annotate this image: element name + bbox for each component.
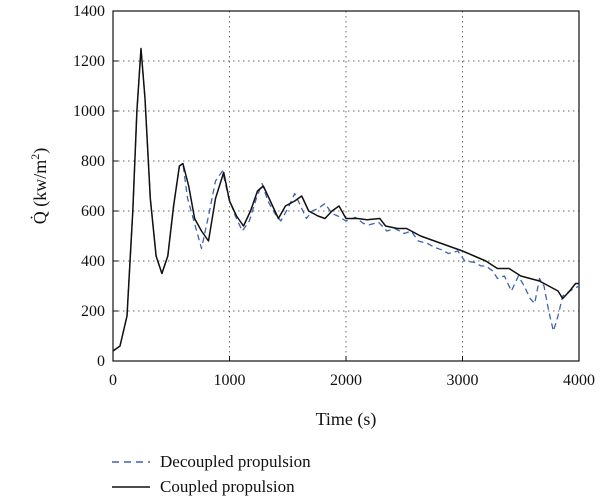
y-tick-label: 400 <box>81 253 105 270</box>
x-axis-label: Time (s) <box>316 409 377 430</box>
y-axis-label: Q̇ (kw/m2) <box>28 148 51 225</box>
series-group <box>112 47 580 352</box>
x-tick-label: 0 <box>109 372 117 389</box>
y-axis-ticks: 0 200 400 600 800 1000 1200 1400 <box>73 3 118 370</box>
svg-text:Q̇ (kw/m2): Q̇ (kw/m2) <box>28 148 51 225</box>
y-tick-label: 800 <box>81 153 105 170</box>
y-axis-label-main: Q̇ (kw/m <box>29 160 51 225</box>
y-tick-label: 1200 <box>73 53 105 70</box>
legend-label-decoupled: Decoupled propulsion <box>160 452 311 471</box>
y-tick-label: 200 <box>81 303 105 320</box>
legend-item-decoupled: Decoupled propulsion <box>112 452 311 471</box>
x-axis-ticks: 0 1000 2000 3000 4000 <box>109 356 595 389</box>
x-tick-label: 1000 <box>214 372 246 389</box>
y-axis-label-close: ) <box>30 148 51 154</box>
legend-label-coupled: Coupled propulsion <box>160 477 295 496</box>
x-tick-label: 2000 <box>330 372 362 389</box>
series-line-decoupled <box>112 47 580 352</box>
y-tick-label: 600 <box>81 203 105 220</box>
y-tick-label: 1000 <box>73 103 105 120</box>
y-tick-label: 1400 <box>73 3 105 20</box>
x-tick-label: 4000 <box>563 372 595 389</box>
grid <box>113 11 579 361</box>
y-axis-label-superscript: 2 <box>28 154 42 160</box>
legend-item-coupled: Coupled propulsion <box>112 477 295 496</box>
x-tick-label: 3000 <box>447 372 479 389</box>
series-line-coupled <box>112 47 579 352</box>
y-tick-label: 0 <box>97 353 105 370</box>
legend: Decoupled propulsion Coupled propulsion <box>112 452 311 496</box>
